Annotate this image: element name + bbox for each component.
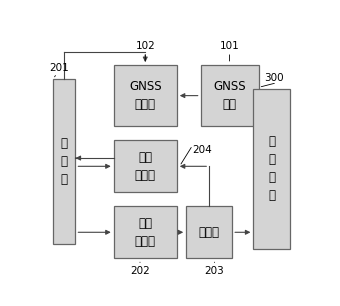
Bar — [114, 65, 177, 126]
Text: 204: 204 — [193, 145, 212, 155]
Text: 201: 201 — [49, 63, 69, 73]
Text: 202: 202 — [130, 267, 150, 276]
Text: 101: 101 — [220, 41, 239, 51]
Text: GNSS
基站: GNSS 基站 — [213, 80, 246, 111]
Text: 102: 102 — [135, 41, 155, 51]
Bar — [253, 88, 290, 249]
Bar — [114, 206, 177, 258]
Bar — [53, 79, 75, 244]
Text: 电液
换向阀: 电液 换向阀 — [135, 217, 156, 248]
Text: GNSS
流动站: GNSS 流动站 — [129, 80, 162, 111]
Text: 控
制
器: 控 制 器 — [61, 137, 68, 186]
Text: 铲
体
机
构: 铲 体 机 构 — [268, 135, 275, 202]
Text: 300: 300 — [265, 73, 284, 83]
Text: 位移
传感器: 位移 传感器 — [135, 151, 156, 182]
Bar — [114, 140, 177, 192]
Bar — [186, 206, 232, 258]
Bar — [201, 65, 258, 126]
Text: 液压缸: 液压缸 — [199, 226, 220, 239]
Text: 203: 203 — [205, 267, 224, 276]
